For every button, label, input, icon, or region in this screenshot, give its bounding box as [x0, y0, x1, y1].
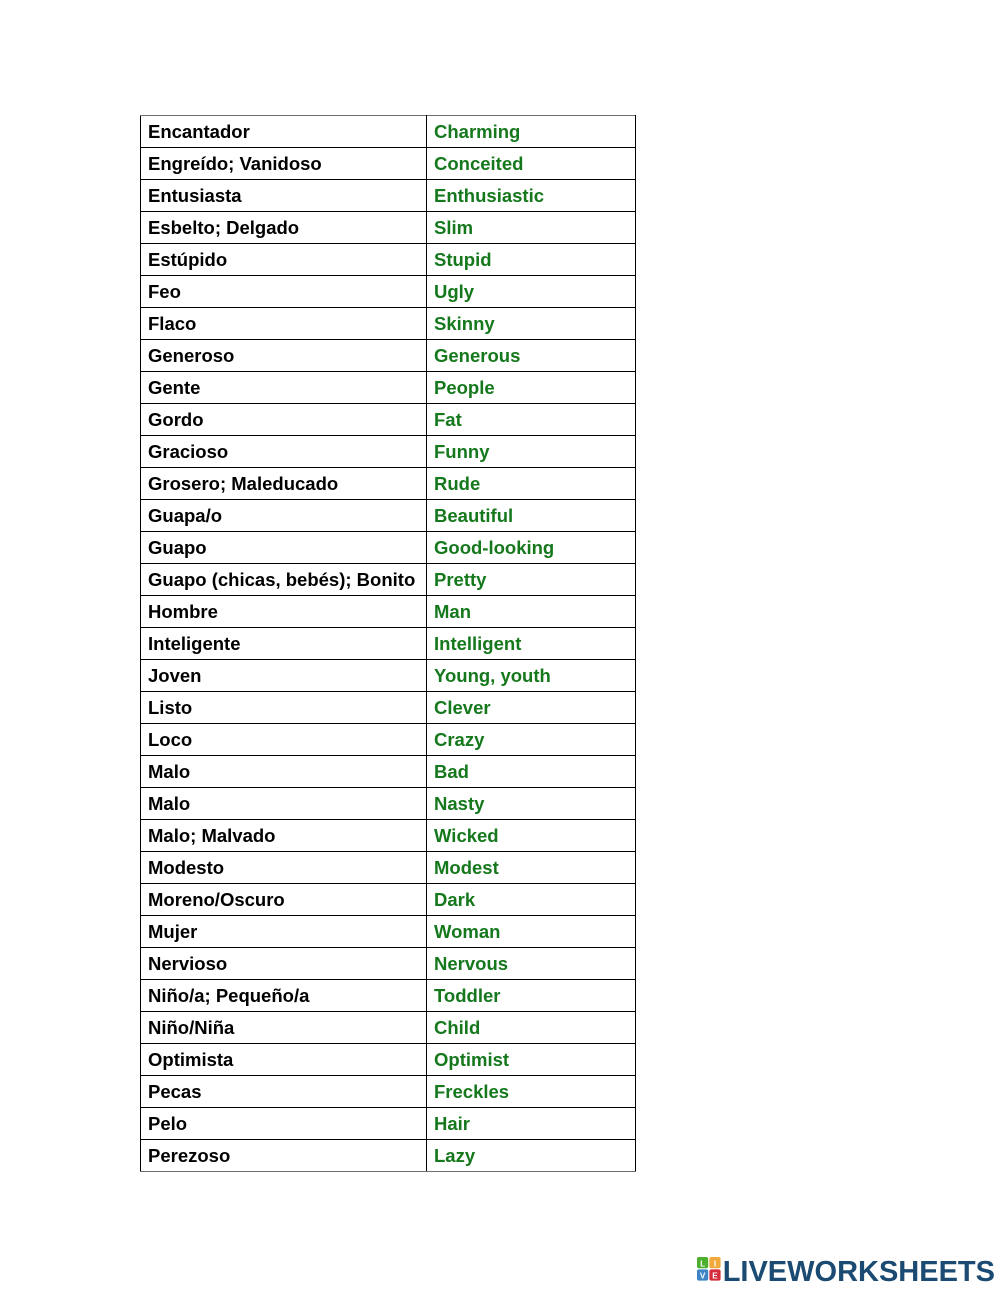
- svg-text:I: I: [714, 1259, 716, 1268]
- svg-text:E: E: [712, 1272, 718, 1281]
- svg-text:V: V: [700, 1272, 706, 1281]
- svg-text:LIVEWORKSHEETS: LIVEWORKSHEETS: [723, 1257, 995, 1287]
- svg-text:L: L: [700, 1259, 705, 1268]
